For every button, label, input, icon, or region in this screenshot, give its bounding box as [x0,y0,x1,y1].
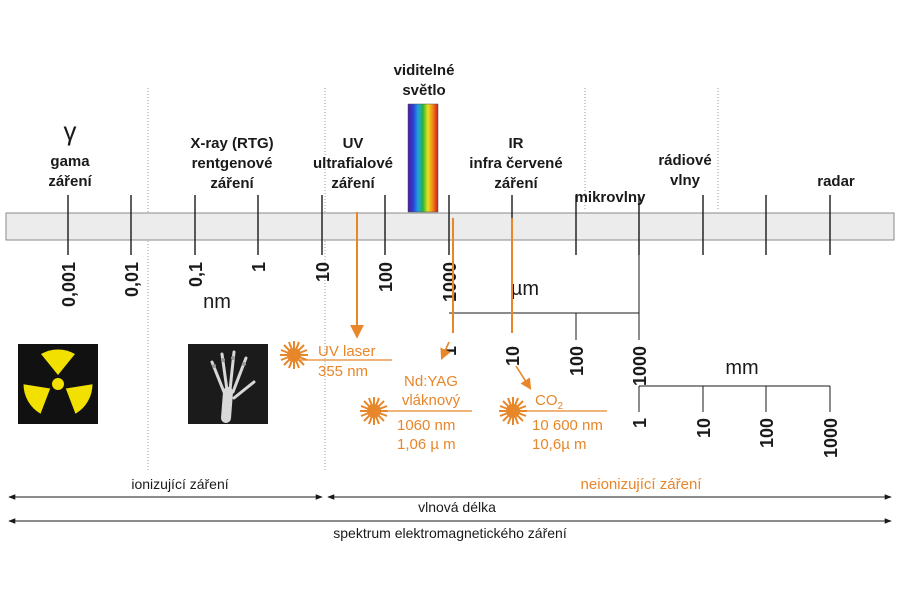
visible-light-spectrum [407,103,439,213]
ndyag-laser-burst-icon [360,397,388,425]
co2-subscript: 2 [558,401,564,412]
region-labels: γ gama záření X-ray (RTG) rentgenové zář… [48,62,855,206]
radio-label-line1: rádiové [658,152,711,169]
xray-label-line1: X-ray (RTG) [190,135,273,152]
radiation-hazard-icon [18,344,98,424]
mm-tick-label: 100 [757,418,777,448]
ndyag-laser-arrow [440,341,451,361]
uv-label-line3: záření [331,175,375,192]
radio-label-line2: vlny [670,172,701,189]
ndyag-laser-wavelength-nm: 1060 nm [397,417,455,434]
gamma-symbol: γ [64,116,77,146]
ir-label-line1: IR [509,135,524,152]
nonionizing-label: neionizující záření [581,476,703,493]
laser-labels: UV laser 355 nm Nd:YAG vláknový 1060 nm … [318,343,603,453]
um-scale [449,240,640,340]
nm-tick-label: 0,01 [122,262,142,297]
um-unit-label: µm [511,278,539,300]
co2-laser-arrow [515,365,532,390]
ionizing-label: ionizující záření [131,476,228,492]
uv-laser-name: UV laser [318,343,376,360]
um-tick-label: 10 [503,346,523,366]
nm-unit-label: nm [203,291,231,313]
wavelength-label: vlnová délka [418,499,496,515]
region-separators [147,88,719,470]
spectrum-band [5,212,895,241]
co2-laser-wavelength-um: 10,6µ m [532,436,587,453]
ir-label-line3: záření [494,175,538,192]
visible-label-line2: světlo [402,82,445,99]
mm-tick-label: 1 [630,418,650,428]
uv-label-line2: ultrafialové [313,155,393,172]
nm-scale-labels: 0,001 0,01 0,1 1 10 100 1000 [59,262,460,307]
range-labels: ionizující záření neionizující záření vl… [131,476,702,541]
xray-label-line2: rentgenové [192,155,273,172]
ndyag-laser-name: Nd:YAG [404,373,458,390]
ndyag-laser-wavelength-um: 1,06 µ m [397,436,456,453]
nm-tick-label: 0,001 [59,262,79,307]
radar-label: radar [817,173,855,190]
mm-unit-label: mm [725,357,758,379]
nm-tick-label: 10 [313,262,333,282]
co2-laser-wavelength-nm: 10 600 nm [532,417,603,434]
gamma-label-line2: záření [48,173,92,190]
xray-hand-icon [188,344,268,424]
mm-tick-label: 10 [694,418,714,438]
xray-label-line3: záření [210,175,254,192]
nm-tick-label: 100 [376,262,396,292]
uv-label-line1: UV [343,135,364,152]
uv-laser-burst-icon [280,341,308,369]
gamma-label-line1: gama [50,153,90,170]
microwave-label: mikrovlny [575,189,647,206]
nm-tick-label: 0,1 [186,262,206,287]
co2-laser-name: CO2 [535,392,564,412]
uv-laser-wavelength: 355 nm [318,363,368,380]
ndyag-laser-type: vláknový [402,392,461,409]
co2-laser-burst-icon [499,397,527,425]
um-tick-label: 1000 [630,346,650,386]
mm-scale [638,385,831,412]
nm-tick-label: 1 [249,262,269,272]
um-tick-label: 100 [567,346,587,376]
mm-scale-labels: 1 10 100 1000 [630,418,841,458]
mm-tick-label: 1000 [821,418,841,458]
visible-label-line1: viditelné [394,62,455,79]
ir-label-line2: infra červené [469,155,562,172]
um-scale-labels: 1 10 100 1000 [440,346,650,386]
range-arrows [8,494,892,524]
spectrum-label: spektrum elektromagnetického záření [333,525,567,541]
nm-tick-label: 1000 [440,262,460,302]
band-ticks [67,195,831,255]
